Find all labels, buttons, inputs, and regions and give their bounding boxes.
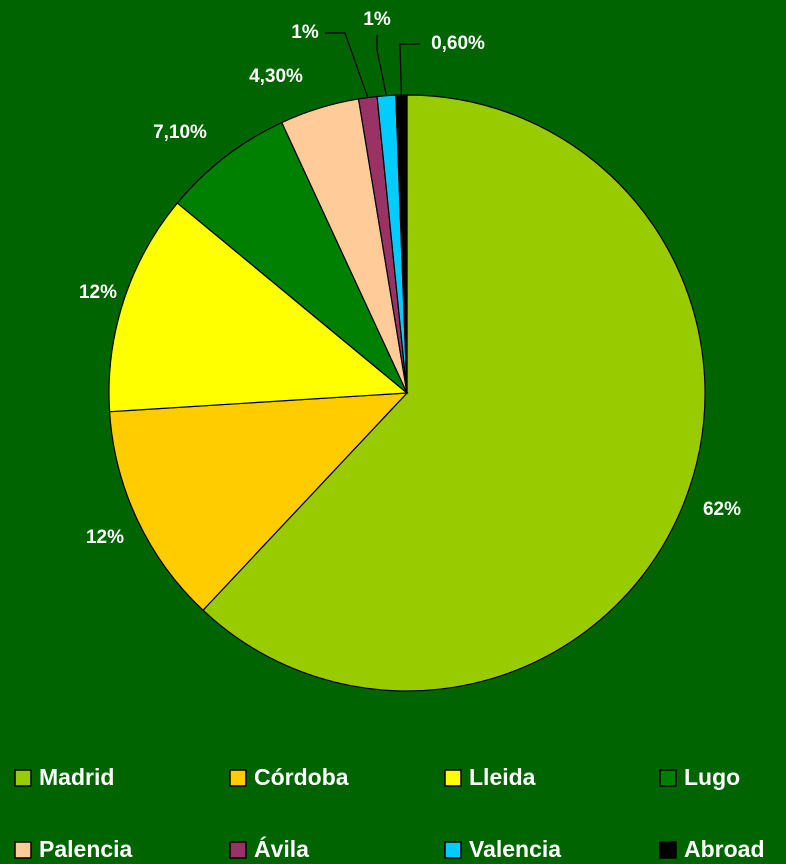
data-label: 0,60% [431,33,485,54]
pie-slice [108,202,409,413]
data-label: 1% [363,9,391,30]
legend-label: Madrid [39,764,114,790]
legend-label: Lugo [684,764,740,790]
legend-label: Valencia [469,836,561,862]
legend-swatch [659,769,677,787]
legend-label: Palencia [39,836,133,862]
data-label: 4,30% [249,66,303,87]
leader-line [376,35,388,96]
pie-slice [202,94,706,692]
legend-swatch [229,769,247,787]
pie-slice [176,121,408,394]
legend-swatch [444,841,462,859]
data-label: 12% [79,282,117,303]
data-label: 7,10% [153,122,207,143]
legend-swatch [229,841,247,859]
data-label: 12% [86,527,124,548]
leader-line [325,32,369,98]
data-label: 1% [291,22,319,43]
legend-label: Abroad [684,836,765,862]
legend-swatch [14,841,32,859]
pie-slice [108,392,409,612]
data-label: 62% [703,499,741,520]
legend-label: Lleida [469,764,536,790]
legend-swatch [14,769,32,787]
leader-line [399,43,420,96]
legend-swatch [444,769,462,787]
legend-label: Córdoba [254,764,349,790]
legend-swatch [659,841,677,859]
legend-label: Ávila [254,835,309,862]
